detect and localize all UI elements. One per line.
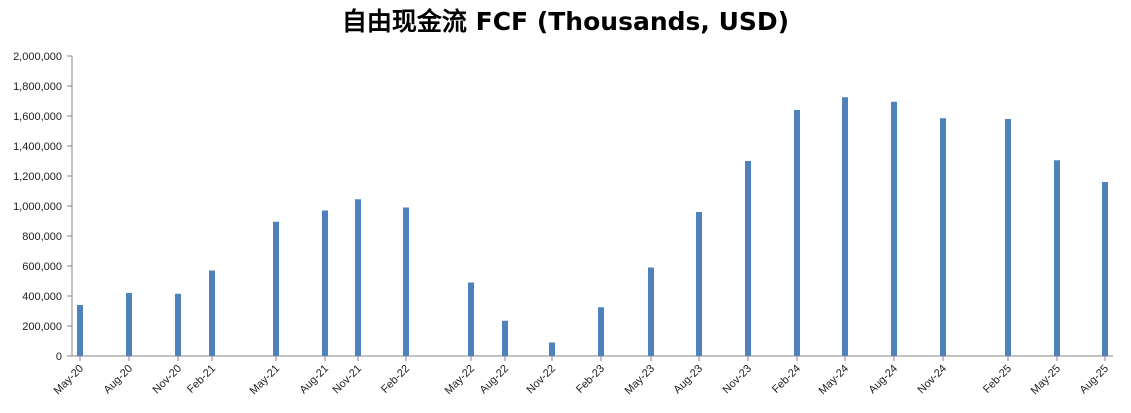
- x-tick-label: Aug-23: [672, 363, 706, 397]
- x-tick-label: May-21: [248, 363, 282, 397]
- bar: [403, 207, 409, 356]
- bar: [549, 342, 555, 356]
- bar: [745, 161, 751, 356]
- bar: [842, 97, 848, 356]
- y-tick-label: 400,000: [22, 291, 62, 303]
- y-tick-label: 2,000,000: [13, 51, 62, 63]
- y-tick-label: 800,000: [22, 231, 62, 243]
- bar: [175, 293, 181, 356]
- x-tick-label: Feb-24: [770, 363, 803, 396]
- bars: [77, 97, 1108, 356]
- bar: [648, 267, 654, 356]
- x-tick-label: May-25: [1029, 363, 1063, 397]
- y-tick-label: 1,800,000: [13, 81, 62, 93]
- axes: [67, 55, 1113, 361]
- bar: [355, 199, 361, 356]
- x-tick-label: Feb-25: [981, 363, 1014, 396]
- y-tick-label: 1,000,000: [13, 201, 62, 213]
- x-tick-label: Aug-24: [867, 363, 901, 397]
- bar: [1102, 182, 1108, 356]
- y-tick-label: 0: [56, 351, 62, 363]
- bar: [468, 282, 474, 356]
- x-tick-label: May-23: [623, 363, 657, 397]
- x-tick-label: Nov-20: [151, 363, 185, 397]
- bar: [209, 270, 215, 356]
- x-tick-label: Feb-22: [379, 363, 412, 396]
- x-tick-label: May-24: [817, 363, 851, 397]
- bar: [502, 320, 508, 356]
- x-tick-label: Feb-23: [574, 363, 607, 396]
- y-tick-label: 200,000: [22, 321, 62, 333]
- x-tick-label: Nov-21: [331, 363, 365, 397]
- x-tick-label: May-22: [443, 363, 477, 397]
- bar: [940, 118, 946, 356]
- x-tick-label: Aug-25: [1078, 363, 1112, 397]
- bar: [273, 221, 279, 356]
- x-tick-label: Aug-22: [478, 363, 512, 397]
- bar: [77, 305, 83, 356]
- bar: [126, 293, 132, 356]
- x-tick-label: Aug-21: [298, 363, 332, 397]
- x-tick-label: Nov-23: [721, 363, 755, 397]
- bar: [891, 101, 897, 356]
- x-tick-label: Feb-21: [185, 363, 218, 396]
- bar: [322, 210, 328, 356]
- bar: [598, 307, 604, 356]
- x-tick-label: May-20: [52, 363, 86, 397]
- y-tick-label: 1,400,000: [13, 141, 62, 153]
- bar: [696, 212, 702, 356]
- y-tick-label: 1,600,000: [13, 111, 62, 123]
- bar: [794, 110, 800, 356]
- bar: [1005, 119, 1011, 356]
- x-tick-label: Aug-20: [102, 363, 136, 397]
- chart-title: 自由现金流 FCF (Thousands, USD): [341, 7, 790, 36]
- x-tick-label: Nov-22: [525, 363, 559, 397]
- y-tick-label: 600,000: [22, 261, 62, 273]
- bar: [1054, 160, 1060, 356]
- x-tick-label: Nov-24: [916, 363, 950, 397]
- y-tick-label: 1,200,000: [13, 171, 62, 183]
